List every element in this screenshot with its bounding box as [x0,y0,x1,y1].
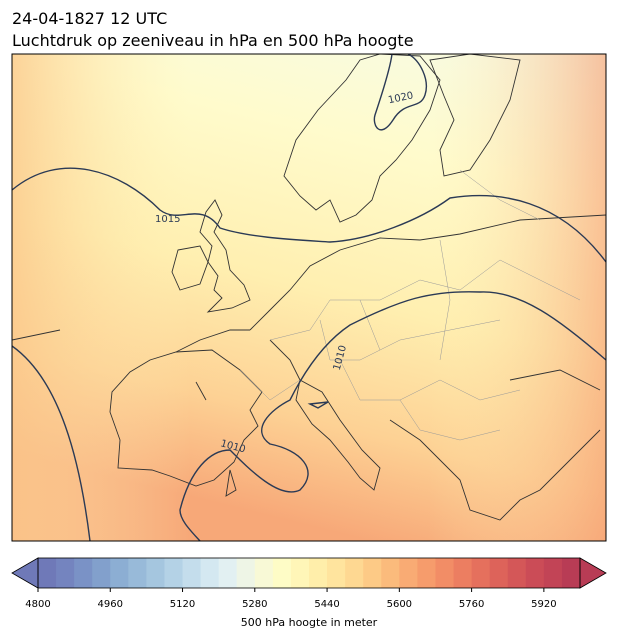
colorbar-extend-high [579,557,607,589]
colorbar-segment [453,558,473,588]
colorbar-segment [92,558,111,588]
colorbar-segment [363,558,382,588]
colorbar-segment [110,558,129,588]
colorbar-segment [471,558,491,588]
colorbar-label: 500 hPa hoogte in meter [241,616,378,629]
colorbar-segment [236,558,256,588]
title: 24-04-1827 12 UTC [12,9,167,28]
colorbar-segment [309,558,328,588]
map: 1020 1015 1010 1010 [12,54,606,541]
contour-label: 1015 [155,214,180,225]
contour-label: 1020 [387,90,414,106]
colorbar-segment [489,558,509,588]
colorbar-segment [128,558,147,588]
colorbar-segment [327,558,346,588]
colorbar-segment [507,558,527,588]
colorbar-segment [182,558,202,588]
colorbar-tick-label: 5120 [170,599,195,610]
colorbar-tick-label: 4960 [98,599,123,610]
colorbar-segment [543,558,563,588]
colorbar-segment [272,558,292,588]
colorbar-frame [37,557,581,589]
colorbar-segment [435,558,455,588]
colorbar-extend-low [11,557,39,589]
colorbar-segment [381,558,400,588]
colorbar-tick-label: 5760 [459,599,484,610]
colorbar-tick-label: 5280 [242,599,267,610]
colorbar-segment [218,558,238,588]
colorbar-segment [399,558,418,588]
colorbar-segment [345,558,364,588]
colorbar-segment [561,558,581,588]
colorbar-segment [200,558,220,588]
colorbar-tick-label: 4800 [25,599,50,610]
map-frame [11,53,607,542]
colorbar-segment [38,558,57,588]
colorbar-tick-label: 5600 [387,599,412,610]
subtitle: Luchtdruk op zeeniveau in hPa en 500 hPa… [12,31,414,50]
colorbar-segment [417,558,436,588]
colorbar-segment [290,558,310,588]
colorbar-segment [74,558,93,588]
colorbar-tick-label: 5440 [314,599,339,610]
colorbar-segment [525,558,545,588]
colorbar-tick-label: 5920 [531,599,556,610]
colorbar-segment [146,558,165,588]
colorbar-segment [254,558,274,588]
colorbar: 4800 4960 5120 5280 5440 5600 5760 5920 [11,557,607,610]
colorbar-segment [56,558,75,588]
colorbar-segment [164,558,184,588]
